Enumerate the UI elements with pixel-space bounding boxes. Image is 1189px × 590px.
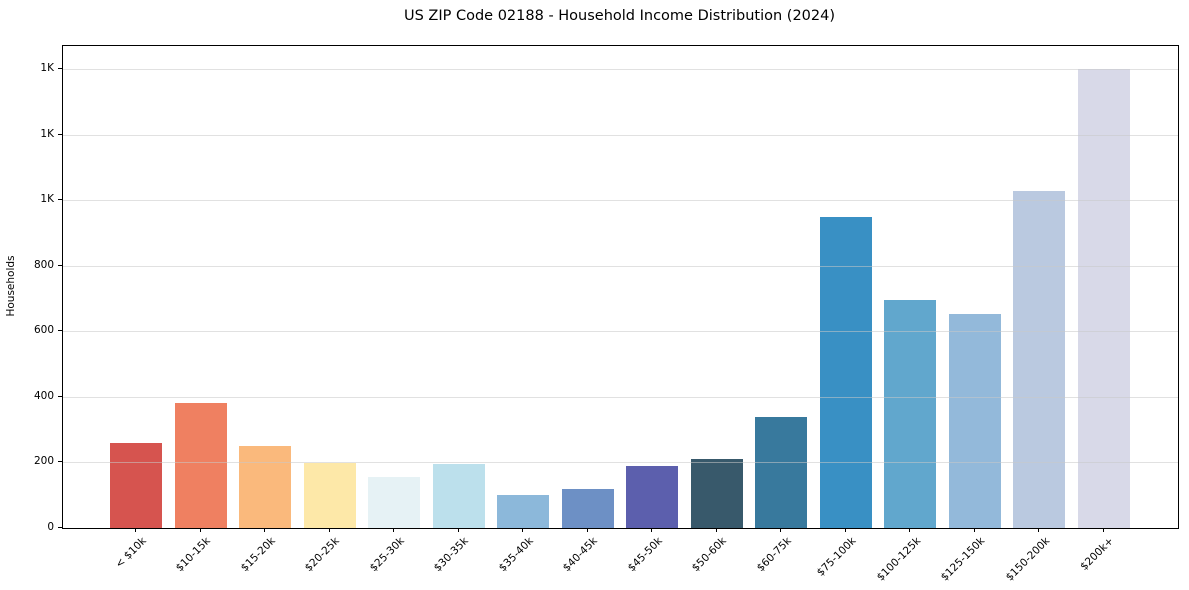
gridline bbox=[63, 134, 1178, 136]
bar--50-60k bbox=[690, 459, 743, 528]
y-tick-label: 200 bbox=[33, 455, 54, 468]
gridline bbox=[63, 265, 1178, 267]
gridline bbox=[63, 396, 1178, 398]
x-tick-mark bbox=[780, 528, 782, 532]
bar--60-75k bbox=[755, 416, 808, 528]
bar--75-100k bbox=[819, 217, 872, 528]
x-tick-mark bbox=[135, 528, 136, 532]
bar--10k bbox=[110, 442, 162, 528]
x-tick-mark bbox=[651, 528, 653, 532]
y-tick-mark bbox=[58, 461, 62, 463]
plot-area bbox=[62, 45, 1179, 529]
gridline bbox=[63, 200, 1178, 202]
x-tick-label: $40-45k bbox=[561, 535, 601, 575]
bar--200k- bbox=[1077, 68, 1130, 528]
x-tick-label: $15-20k bbox=[238, 535, 278, 575]
x-tick-label: $35-40k bbox=[496, 535, 536, 575]
bar--15-20k bbox=[239, 446, 292, 528]
x-tick-label: $50-60k bbox=[690, 535, 730, 575]
y-tick-label: 1K bbox=[40, 61, 54, 74]
x-tick-mark bbox=[264, 528, 266, 532]
bar--100-125k bbox=[884, 300, 937, 528]
bar--10-15k bbox=[174, 403, 227, 528]
x-tick-label: $25-30k bbox=[367, 535, 407, 575]
y-tick-mark bbox=[58, 527, 62, 528]
y-tick-mark bbox=[58, 330, 62, 332]
x-tick-label: $100-125k bbox=[874, 535, 923, 584]
bar--25-30k bbox=[368, 476, 421, 528]
x-tick-label: < $10k bbox=[112, 535, 149, 571]
y-tick-label: 600 bbox=[33, 324, 54, 337]
x-tick-label: $75-100k bbox=[814, 535, 859, 579]
x-tick-mark bbox=[199, 528, 201, 532]
x-tick-label: $60-75k bbox=[754, 535, 794, 575]
x-tick-mark bbox=[586, 528, 588, 532]
bar--40-45k bbox=[561, 488, 614, 528]
x-tick-label: $45-50k bbox=[625, 535, 665, 575]
x-tick-mark bbox=[328, 528, 330, 532]
x-tick-label: $125-150k bbox=[938, 535, 988, 584]
y-tick-label: 1K bbox=[40, 193, 54, 206]
x-tick-mark bbox=[973, 528, 975, 532]
x-tick-mark bbox=[715, 528, 717, 532]
y-tick-label: 400 bbox=[33, 389, 54, 402]
y-tick-mark bbox=[58, 67, 62, 69]
y-tick-label: 1K bbox=[40, 127, 54, 140]
x-tick-mark bbox=[1102, 528, 1104, 532]
x-tick-mark bbox=[1038, 528, 1040, 532]
bar--45-50k bbox=[626, 465, 679, 528]
y-tick-mark bbox=[58, 133, 62, 135]
y-tick-mark bbox=[58, 199, 62, 201]
gridline bbox=[63, 331, 1178, 333]
bar--20-25k bbox=[303, 463, 356, 528]
y-tick-mark bbox=[58, 264, 62, 266]
x-tick-label: $30-35k bbox=[432, 535, 472, 575]
x-tick-label: $20-25k bbox=[302, 535, 343, 575]
x-tick-mark bbox=[844, 528, 846, 532]
gridline bbox=[63, 68, 1178, 70]
x-tick-mark bbox=[457, 528, 459, 532]
y-tick-label: 800 bbox=[33, 258, 54, 271]
x-tick-mark bbox=[909, 528, 911, 532]
gridline bbox=[63, 462, 1178, 464]
x-tick-label: $10-15k bbox=[173, 535, 214, 575]
y-tick-label: 0 bbox=[47, 521, 54, 533]
x-tick-mark bbox=[522, 528, 524, 532]
x-tick-mark bbox=[393, 528, 395, 532]
bar--150-200k bbox=[1013, 190, 1066, 528]
y-tick-mark bbox=[58, 395, 62, 397]
x-tick-label: $200k+ bbox=[1078, 535, 1117, 573]
bar--35-40k bbox=[497, 494, 550, 528]
bar--30-35k bbox=[432, 463, 485, 528]
bar--125-150k bbox=[948, 314, 1001, 528]
x-tick-label: $150-200k bbox=[1003, 535, 1052, 584]
chart-title: US ZIP Code 02188 - Household Income Dis… bbox=[403, 8, 836, 24]
